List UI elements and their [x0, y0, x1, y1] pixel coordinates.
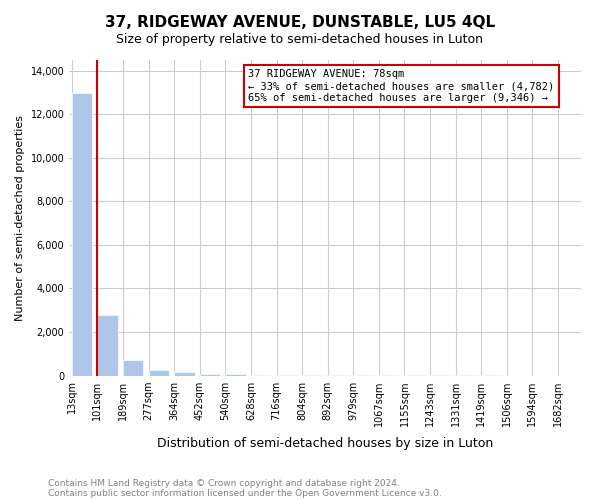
Text: 37, RIDGEWAY AVENUE, DUNSTABLE, LU5 4QL: 37, RIDGEWAY AVENUE, DUNSTABLE, LU5 4QL [105, 15, 495, 30]
Text: 37 RIDGEWAY AVENUE: 78sqm
← 33% of semi-detached houses are smaller (4,782)
65% : 37 RIDGEWAY AVENUE: 78sqm ← 33% of semi-… [248, 70, 554, 102]
Bar [251, 375, 271, 376]
Bar [72, 92, 92, 376]
Y-axis label: Number of semi-detached properties: Number of semi-detached properties [15, 115, 25, 321]
Text: Contains public sector information licensed under the Open Government Licence v3: Contains public sector information licen… [48, 488, 442, 498]
Bar [97, 314, 118, 376]
Bar [174, 372, 194, 376]
Text: Size of property relative to semi-detached houses in Luton: Size of property relative to semi-detach… [116, 32, 484, 46]
Bar [226, 374, 246, 376]
Bar [149, 370, 169, 376]
Bar [200, 374, 220, 376]
X-axis label: Distribution of semi-detached houses by size in Luton: Distribution of semi-detached houses by … [157, 437, 493, 450]
Bar [123, 360, 143, 376]
Text: Contains HM Land Registry data © Crown copyright and database right 2024.: Contains HM Land Registry data © Crown c… [48, 478, 400, 488]
